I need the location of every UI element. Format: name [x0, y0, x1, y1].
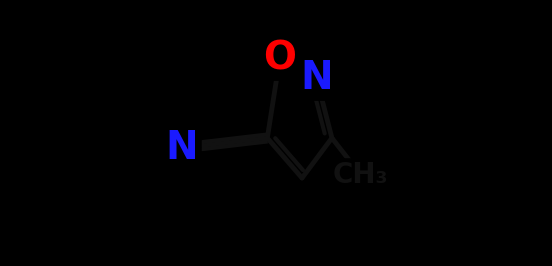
Text: O: O	[263, 39, 296, 77]
Text: CH₃: CH₃	[333, 161, 389, 189]
Text: N: N	[165, 129, 198, 167]
Text: N: N	[300, 59, 333, 97]
